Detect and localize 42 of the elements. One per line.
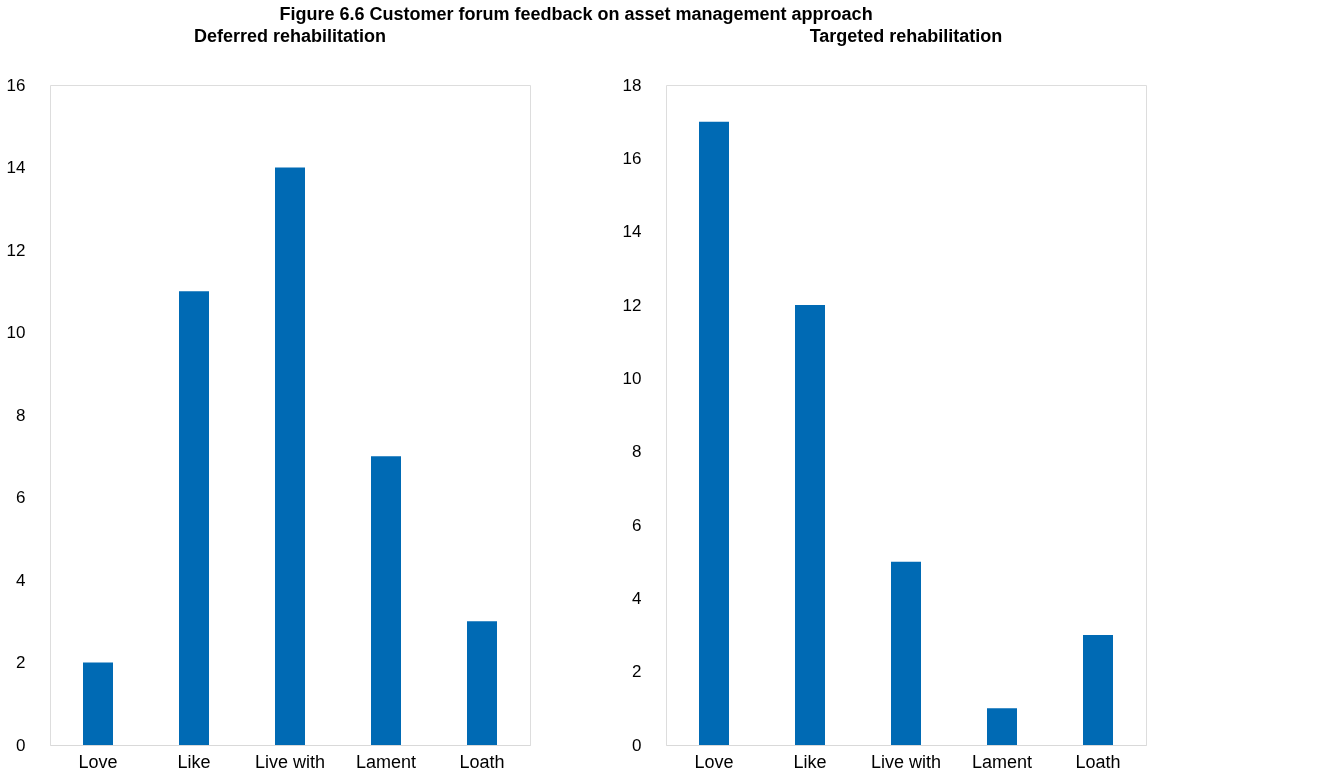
y-tick-label: 4 (16, 570, 26, 590)
y-tick-label: 12 (622, 295, 642, 315)
y-tick-label: 8 (632, 442, 642, 462)
bar (891, 561, 921, 745)
bar (699, 121, 729, 745)
x-tick-label: Lament (355, 751, 417, 772)
chart-title: Targeted rehabilitation (809, 26, 1003, 46)
x-tick-label: Live with (870, 751, 942, 772)
x-tick-label: Loath (1075, 751, 1121, 772)
y-tick-label: 4 (632, 588, 642, 608)
x-tick-label: Lament (971, 751, 1033, 772)
chart-title: Deferred rehabilitation (193, 26, 387, 46)
y-tick-label: 14 (6, 158, 26, 177)
bar (179, 291, 209, 745)
y-tick-label: 0 (16, 735, 26, 755)
bar (467, 621, 497, 745)
y-tick-label: 16 (6, 75, 26, 95)
x-tick-label: Love (78, 751, 118, 772)
y-tick-label: 0 (632, 735, 642, 755)
y-tick-label: 10 (622, 368, 642, 388)
x-tick-label: Loath (459, 751, 505, 772)
x-tick-label: Live with (254, 751, 326, 772)
bar (275, 167, 305, 745)
y-tick-label: 2 (16, 653, 26, 672)
y-tick-label: 14 (622, 222, 642, 242)
y-tick-label: 12 (6, 240, 26, 260)
y-tick-label: 6 (16, 488, 26, 507)
y-tick-label: 16 (622, 148, 642, 168)
y-tick-label: 10 (6, 323, 26, 342)
bar (1083, 635, 1113, 745)
y-tick-label: 6 (632, 515, 642, 535)
y-tick-label: 2 (632, 662, 642, 682)
x-tick-label: Like (793, 751, 827, 772)
bar (795, 305, 825, 745)
caption: Figure 6.6 Customer forum feedback on asset management approach (279, 3, 873, 24)
x-tick-label: Like (177, 751, 211, 772)
y-tick-label: 8 (16, 405, 26, 425)
bar (83, 662, 113, 745)
y-tick-label: 18 (622, 75, 642, 95)
bar (371, 456, 401, 745)
x-tick-label: Love (694, 751, 734, 772)
bar (987, 708, 1017, 745)
